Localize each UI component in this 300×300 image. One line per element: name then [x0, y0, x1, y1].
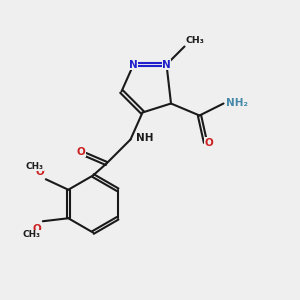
Text: NH: NH: [136, 133, 153, 143]
Text: O: O: [36, 167, 44, 177]
Text: N: N: [129, 59, 138, 70]
Text: CH₃: CH₃: [26, 162, 44, 171]
Text: O: O: [76, 146, 85, 157]
Text: NH₂: NH₂: [226, 98, 248, 109]
Text: CH₃: CH₃: [186, 36, 205, 45]
Text: O: O: [33, 224, 41, 234]
Text: O: O: [204, 137, 213, 148]
Text: CH₃: CH₃: [22, 230, 40, 239]
Text: N: N: [162, 59, 171, 70]
